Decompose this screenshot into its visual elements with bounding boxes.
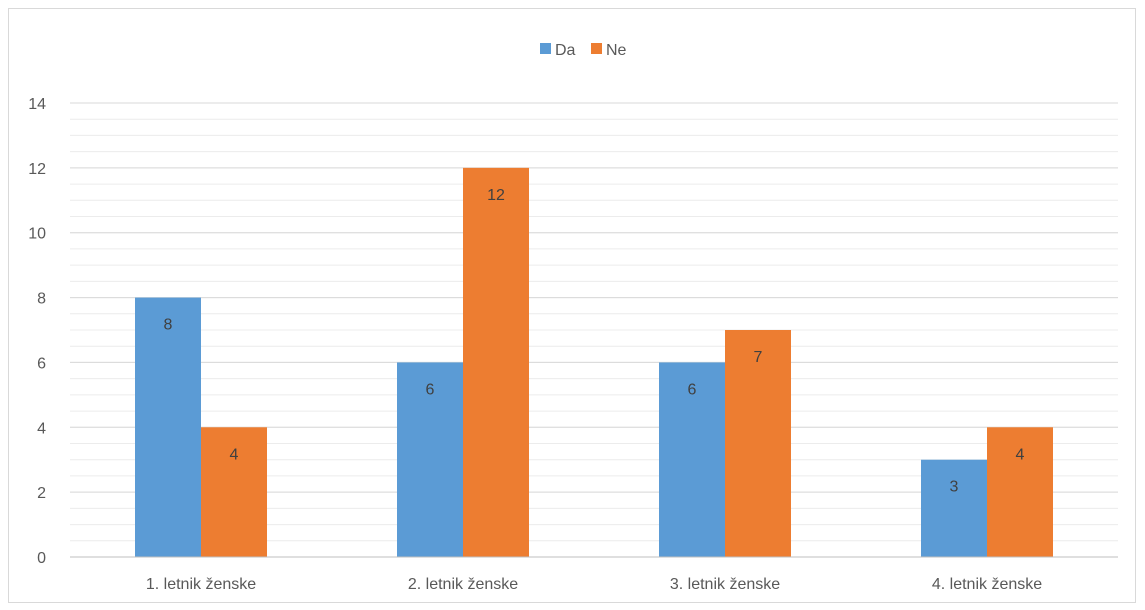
data-label: 8 <box>164 317 173 334</box>
bar-ne-2 <box>463 167 529 557</box>
y-tick-label: 12 <box>28 161 46 178</box>
y-tick-label: 0 <box>37 550 46 567</box>
legend-swatch-ne <box>591 43 602 54</box>
data-labels: 8 4 6 12 6 7 3 4 <box>164 187 1025 496</box>
x-category-label: 1. letnik ženske <box>146 576 256 593</box>
x-axis: 1. letnik ženske 2. letnik ženske 3. letni… <box>70 556 1118 593</box>
bar-da-3 <box>659 362 725 557</box>
data-label: 3 <box>950 479 959 496</box>
data-label: 12 <box>487 187 505 204</box>
data-label: 6 <box>688 381 697 398</box>
y-tick-label: 10 <box>28 226 46 243</box>
x-category-label: 4. letnik ženske <box>932 576 1042 593</box>
bar-ne-1 <box>201 427 267 557</box>
bars <box>135 167 1053 557</box>
bar-da-4 <box>921 459 987 557</box>
x-category-label: 3. letnik ženske <box>670 576 780 593</box>
bar-da-1 <box>135 297 201 557</box>
bar-ne-3 <box>725 330 791 557</box>
y-tick-label: 14 <box>28 96 46 113</box>
data-label: 6 <box>426 381 435 398</box>
y-tick-label: 4 <box>37 420 46 437</box>
legend: Da Ne <box>540 42 627 59</box>
y-tick-label: 6 <box>37 355 46 372</box>
legend-label-ne: Ne <box>606 42 627 59</box>
bar-ne-4 <box>987 427 1053 557</box>
bar-da-2 <box>397 362 463 557</box>
y-axis: 0 2 4 6 8 10 12 14 <box>28 96 46 567</box>
data-label: 4 <box>1016 446 1025 463</box>
x-category-label: 2. letnik ženske <box>408 576 518 593</box>
data-label: 7 <box>754 349 763 366</box>
legend-swatch-da <box>540 43 551 54</box>
legend-label-da: Da <box>555 42 576 59</box>
y-tick-label: 8 <box>37 291 46 308</box>
data-label: 4 <box>230 446 239 463</box>
y-tick-label: 2 <box>37 485 46 502</box>
